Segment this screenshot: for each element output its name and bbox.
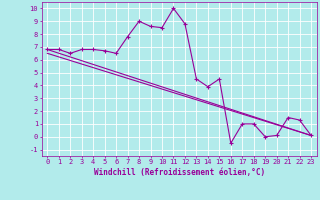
X-axis label: Windchill (Refroidissement éolien,°C): Windchill (Refroidissement éolien,°C) bbox=[94, 168, 265, 177]
